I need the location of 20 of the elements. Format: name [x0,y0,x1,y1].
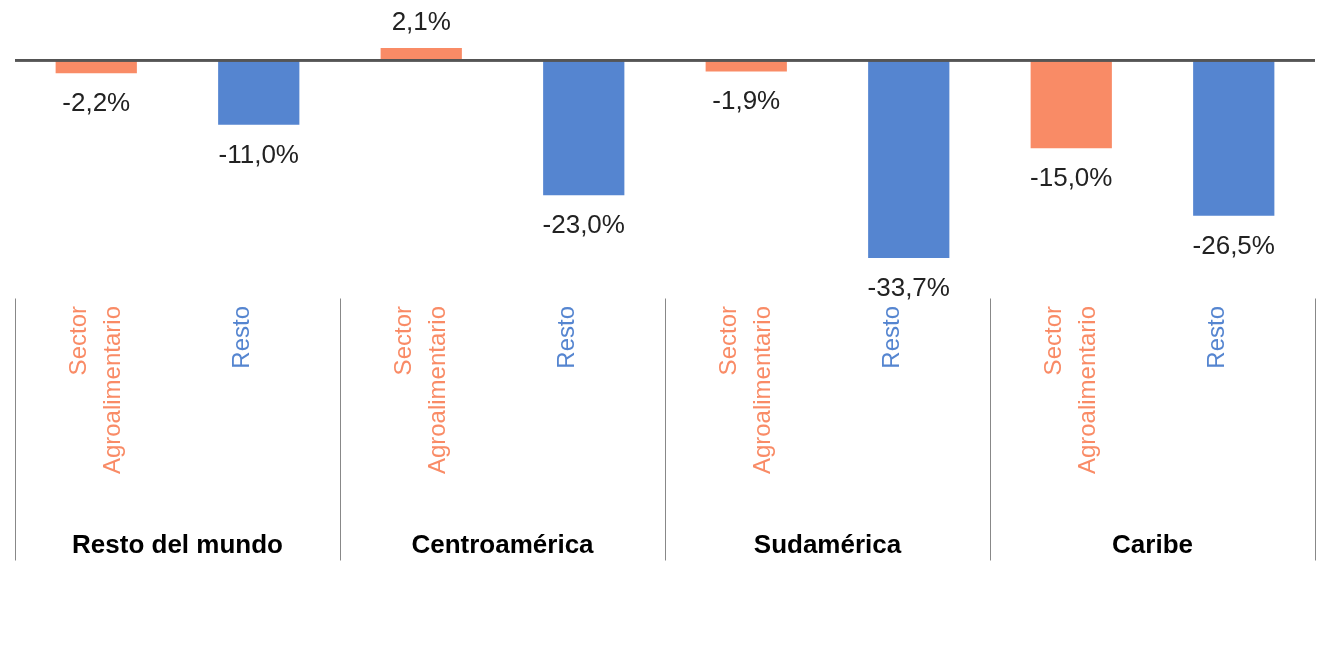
text: Sector Agroalimentario [714,306,776,475]
data-label: -26,5% [1192,229,1275,260]
text: Sector Agroalimentario [389,306,451,475]
data-label: -15,0% [1030,162,1113,193]
data-label: -1,9% [712,85,781,116]
text: Sector Agroalimentario [64,306,126,475]
text: Resto [551,306,579,369]
data-label: -23,0% [542,209,625,240]
x-tick-label: Centroamérica [411,529,595,559]
x-tick-label: Caribe [1112,529,1193,559]
data-label: 2,1% [391,6,451,36]
text: Resto [876,306,904,369]
text: Sector Agroalimentario [1039,306,1101,475]
x-tick-label: Resto del mundo [72,529,283,559]
text: Resto [226,306,254,369]
text: Resto [1201,306,1229,369]
x-tick-label: Sudamérica [753,529,902,559]
data-label: -2,2% [62,87,131,118]
data-label: -11,0% [218,138,299,169]
data-label: -33,7% [867,272,950,302]
